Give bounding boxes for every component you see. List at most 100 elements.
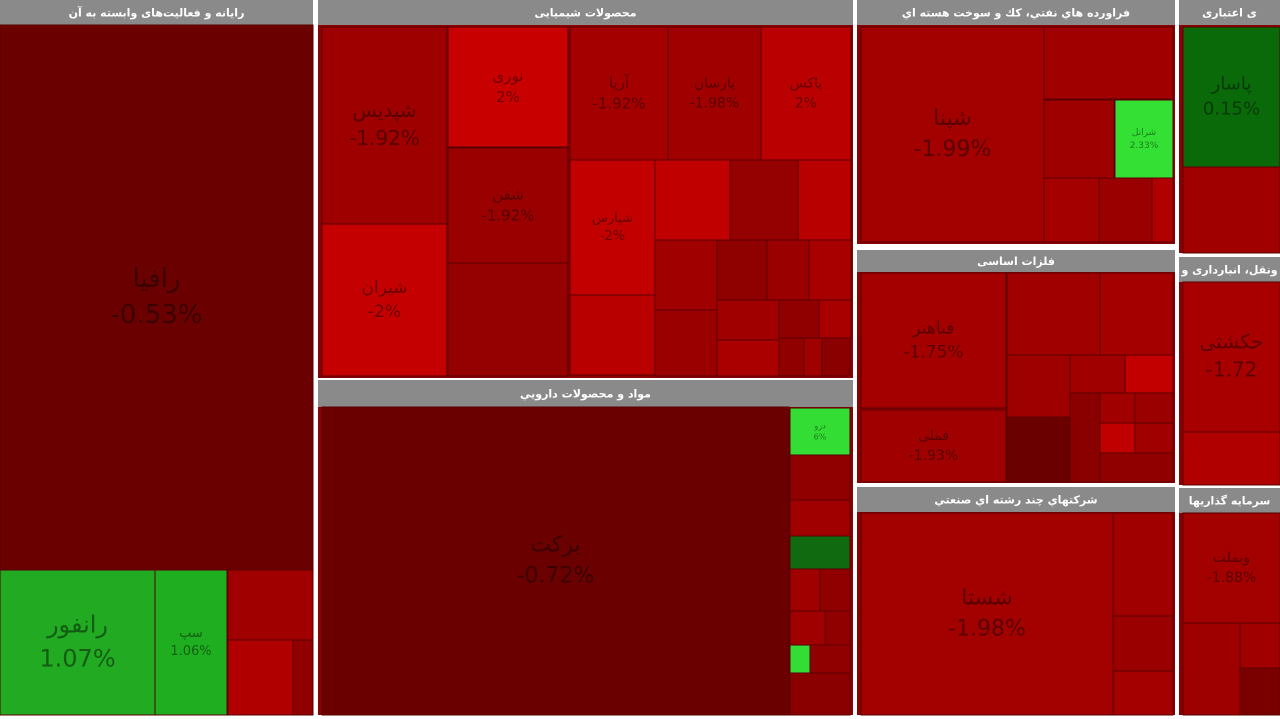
stock-tile [1099, 392, 1136, 424]
stock-change: 0.15% [1203, 99, 1260, 120]
sector-header [318, 0, 853, 25]
stock-change: 1.06% [170, 644, 211, 659]
sector-title: سرمایه گذاریها [1189, 495, 1271, 508]
stock-change: -1.93% [909, 448, 959, 464]
stock-tile [789, 407, 851, 456]
stock-tile [1239, 667, 1280, 716]
stock-tile [569, 294, 656, 376]
stock-change: -1.92% [481, 207, 534, 225]
stock-tile [654, 309, 718, 377]
stock-tile [716, 299, 780, 341]
stock-tile [1182, 431, 1280, 486]
stock-tile [654, 239, 718, 311]
stock-change: 2% [795, 95, 817, 111]
stock-change: -1.98% [948, 616, 1026, 641]
stock-tile [1182, 622, 1241, 716]
stock-tile [569, 159, 656, 296]
stock-tile [1182, 26, 1280, 168]
stock-change: -0.53% [111, 300, 203, 330]
stock-name: شپارس [592, 211, 633, 226]
stock-tile [1151, 177, 1174, 243]
stock-tile [729, 159, 799, 241]
sector-title: رایانه و فعالیت‌های وابسته به آن [69, 6, 245, 20]
stock-change: -1.92% [592, 95, 645, 113]
sector-title: ونقل، انبارداری و [1180, 264, 1277, 277]
sector-title: شرکتهاي چند رشته اي صنعتي [934, 494, 1097, 507]
stock-name: رافیا [133, 264, 181, 294]
stock-name: شپدیس [352, 98, 416, 123]
stock-tile [1134, 422, 1174, 454]
stock-tile [447, 147, 569, 264]
stock-tile [1099, 422, 1136, 454]
stock-tile [227, 639, 294, 716]
sector-title: فلزات اساسی [977, 255, 1055, 268]
stock-name: پارسان [694, 76, 735, 92]
stock-name: فملی [918, 428, 949, 444]
sector-title: ی اعتباری [1202, 7, 1257, 20]
stock-name: نوری [493, 67, 524, 85]
stock-tile [818, 299, 852, 339]
stock-tile [789, 610, 826, 646]
stock-name: دزو [813, 421, 826, 430]
stock-change: -0.72% [517, 563, 595, 588]
stock-tile [760, 26, 852, 161]
stock-tile [1124, 354, 1174, 394]
sector-header [1179, 257, 1280, 282]
stock-change: 2% [496, 88, 520, 106]
stock-tile [1112, 512, 1174, 617]
stock-tile [292, 639, 314, 716]
stock-change: -1.92% [349, 126, 420, 150]
stock-change: -1.99% [914, 137, 992, 162]
stock-tile [654, 159, 731, 241]
stock-change: -2% [600, 229, 625, 244]
stock-tile [1182, 281, 1280, 433]
sector-header [0, 0, 313, 25]
stock-name: رانفور [46, 611, 108, 639]
stock-tile [789, 568, 821, 612]
stock-tile [789, 499, 851, 537]
stock-tile [821, 337, 851, 377]
stock-tile [447, 26, 569, 148]
stock-tile [789, 644, 811, 674]
stock-tile [809, 644, 851, 674]
stock-name: شستا [961, 586, 1012, 611]
stock-tile [824, 610, 851, 646]
stock-tile [447, 262, 569, 377]
stock-tile [1114, 99, 1174, 179]
stock-tile [803, 337, 823, 377]
stock-name: آریا [609, 74, 630, 92]
stock-tile [1043, 26, 1174, 100]
stock-tile [667, 26, 762, 161]
stock-tile [1112, 615, 1174, 672]
stock-tile [569, 26, 669, 161]
stock-tile [789, 454, 851, 501]
stock-tile [0, 24, 314, 571]
stock-tile [860, 272, 1007, 409]
stock-tile [778, 337, 805, 377]
stock-tile [766, 239, 810, 301]
stock-tile [860, 512, 1114, 716]
sector-title: مواد و محصولات دارويي [520, 388, 651, 401]
stock-tile [1239, 622, 1280, 669]
stock-tile [321, 406, 790, 716]
stock-tile [860, 26, 1045, 243]
stock-change: 1.07% [39, 644, 115, 672]
sector-header [857, 250, 1175, 272]
stock-name: حکشتی [1200, 330, 1264, 354]
sector-title: محصولات شیمیایی [534, 7, 636, 20]
stock-tile [860, 409, 1007, 483]
stock-tile [1112, 670, 1174, 716]
stock-tile [819, 568, 851, 612]
stock-tile [1099, 272, 1174, 356]
stock-name: وبملت [1213, 550, 1250, 566]
stock-tile [1182, 512, 1280, 624]
sector-header [318, 380, 853, 407]
stock-tile [716, 339, 780, 377]
stock-tile [0, 569, 156, 716]
stock-tile [1069, 354, 1126, 394]
sector-header [1179, 488, 1280, 513]
stock-tile [1006, 416, 1071, 483]
stock-tile [1006, 272, 1101, 356]
stock-tile [1006, 354, 1071, 418]
stock-tile [778, 299, 820, 339]
